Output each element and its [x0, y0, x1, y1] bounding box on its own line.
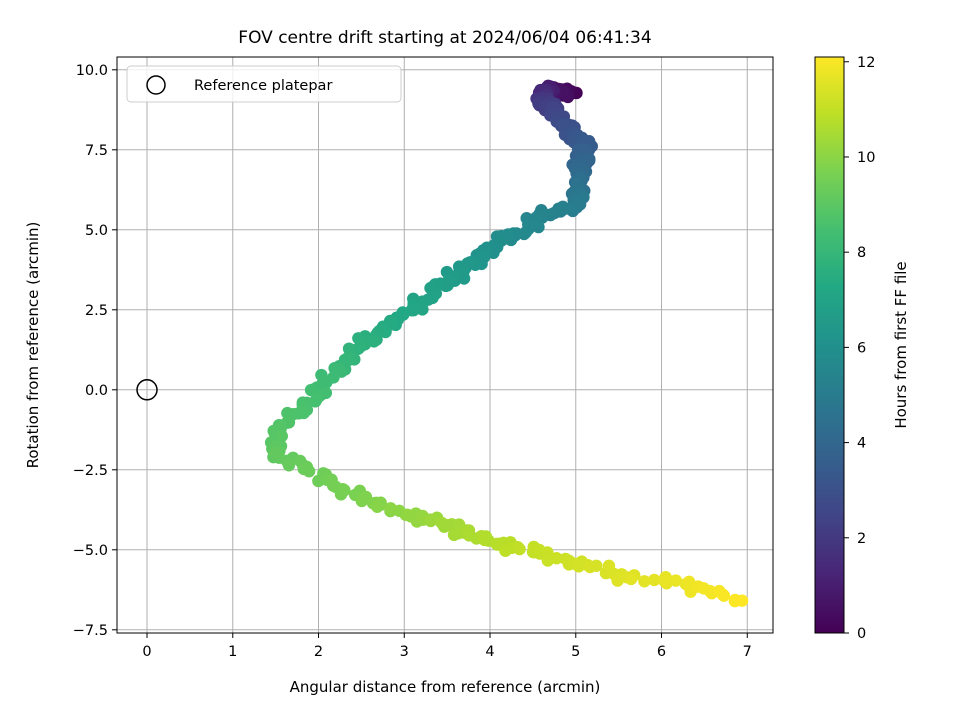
colorbar-tick-label: 2	[857, 531, 866, 547]
data-point	[490, 240, 504, 254]
data-point	[304, 383, 318, 397]
data-point	[435, 516, 448, 530]
x-axis: 0 1 2 3 4 5 6 7	[142, 633, 752, 660]
colorbar-tick-label: 4	[857, 436, 866, 452]
reference-platepar-marker	[136, 379, 158, 401]
data-point	[583, 560, 597, 574]
colorbar-tick-label: 8	[857, 245, 866, 261]
data-point	[424, 281, 437, 295]
colorbar-label: Hours from first FF file	[892, 261, 910, 428]
data-point	[550, 552, 563, 565]
data-point	[401, 508, 414, 522]
data-points	[264, 79, 749, 608]
data-point	[302, 465, 316, 478]
y-tick-label: 7.5	[85, 143, 108, 159]
legend-box	[126, 65, 402, 103]
data-point	[611, 574, 624, 587]
y-axis-label: Rotation from reference (arcmin)	[24, 222, 42, 469]
x-axis-label: Angular distance from reference (arcmin)	[290, 678, 601, 696]
colorbar-tick-label: 12	[857, 55, 875, 71]
x-tick-label: 6	[657, 644, 666, 660]
data-point	[716, 588, 729, 601]
data-point	[297, 406, 310, 420]
data-point	[638, 575, 651, 588]
y-tick-label: −5.0	[73, 543, 108, 559]
y-tick-label: −7.5	[73, 623, 108, 639]
y-tick-label: 0.0	[85, 383, 108, 399]
data-point	[282, 459, 296, 472]
data-point	[624, 572, 638, 586]
data-point	[513, 542, 526, 556]
data-point	[281, 406, 294, 420]
x-tick-label: 1	[228, 644, 237, 660]
y-axis: −7.5 −5.0 −2.5 0.0 2.5 5.0 7.5 10.0	[73, 63, 117, 639]
colorbar: 0 2 4 6 8 10 12 Hours from first FF file	[814, 55, 910, 642]
x-tick-label: 4	[485, 644, 494, 660]
data-point	[658, 574, 671, 588]
legend-marker	[146, 75, 166, 95]
colorbar-tick-label: 0	[857, 626, 866, 642]
colorbar-ticks: 0 2 4 6 8 10 12	[844, 55, 875, 642]
x-tick-label: 7	[743, 644, 752, 660]
data-point	[338, 484, 351, 497]
grid-lines	[117, 57, 773, 633]
y-tick-label: 2.5	[85, 303, 108, 319]
y-tick-label: −2.5	[73, 463, 108, 479]
data-point	[572, 560, 585, 573]
colorbar-tick-label: 6	[857, 340, 866, 356]
y-tick-label: 5.0	[85, 223, 108, 239]
x-tick-label: 0	[142, 644, 151, 660]
data-point	[669, 574, 683, 587]
data-point	[385, 315, 399, 328]
data-point	[310, 392, 323, 406]
x-tick-label: 3	[400, 644, 409, 660]
data-point	[478, 533, 491, 547]
plot-frame	[116, 56, 774, 634]
chart-title: FOV centre drift starting at 2024/06/04 …	[238, 28, 651, 48]
data-point	[355, 494, 368, 508]
colorbar-tick-label: 10	[857, 150, 875, 166]
x-tick-label: 5	[571, 644, 580, 660]
data-point	[499, 544, 512, 557]
data-point	[648, 573, 661, 587]
data-point	[269, 447, 282, 460]
colorbar-gradient	[814, 56, 845, 634]
data-point	[457, 272, 471, 285]
y-tick-label: 10.0	[76, 63, 108, 79]
data-point	[275, 429, 288, 443]
data-point	[532, 220, 545, 234]
data-point	[371, 500, 384, 513]
legend-label: Reference platepar	[194, 78, 332, 94]
data-point	[735, 594, 749, 607]
data-point	[426, 513, 439, 526]
legend: Reference platepar	[126, 65, 402, 103]
x-tick-label: 2	[314, 644, 323, 660]
